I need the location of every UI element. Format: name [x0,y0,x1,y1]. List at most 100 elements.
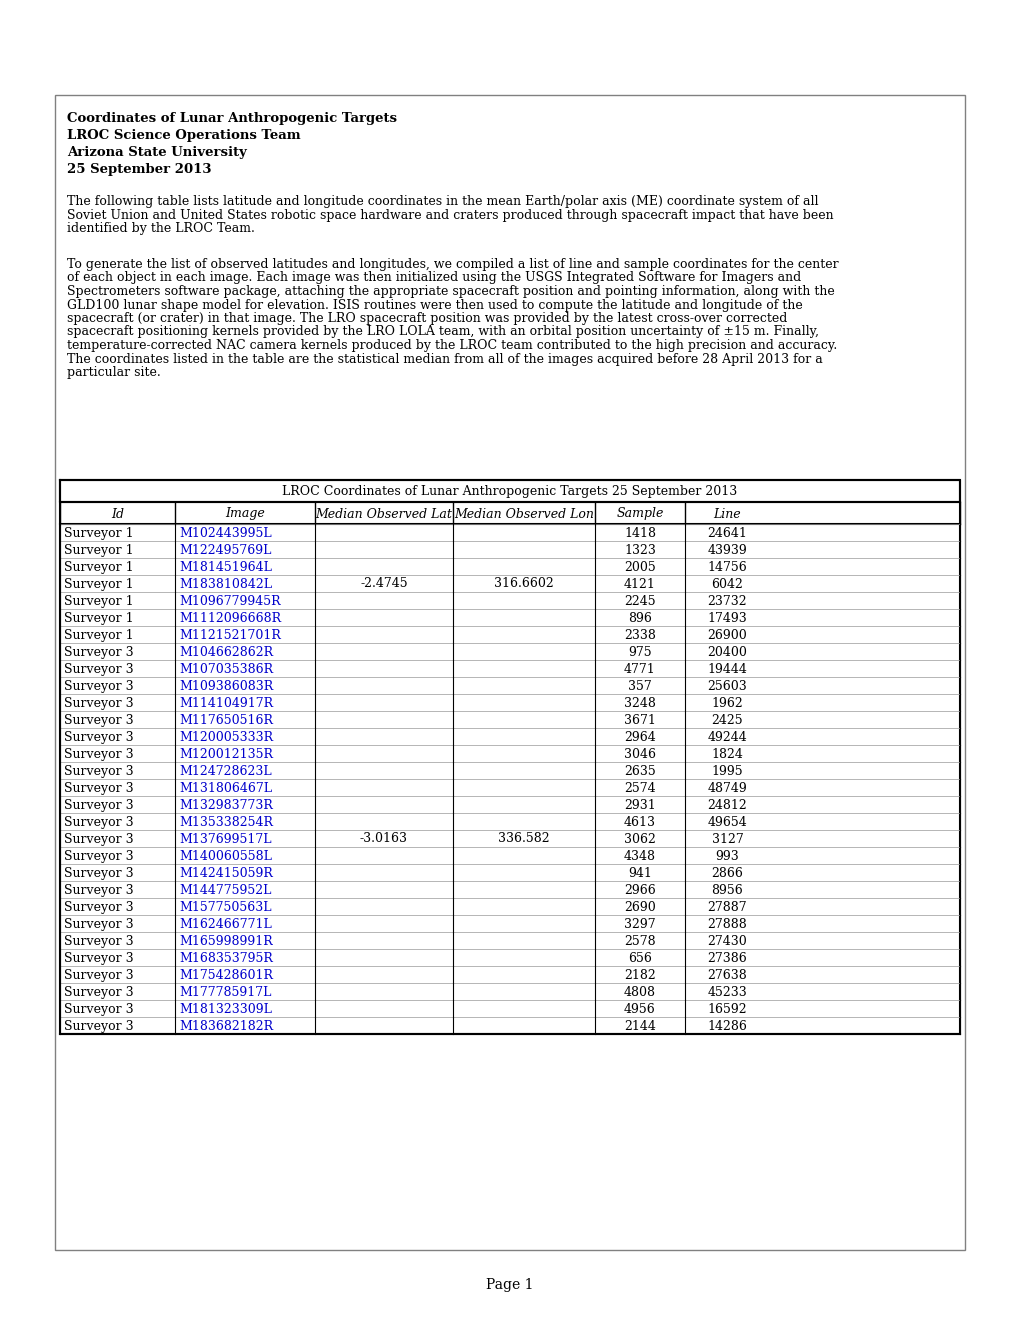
Text: 3127: 3127 [711,833,743,846]
Bar [60,558,959,576]
Text: Surveyor 3: Surveyor 3 [64,850,133,863]
Text: 4771: 4771 [624,663,655,676]
Text: Surveyor 3: Surveyor 3 [64,680,133,693]
Text: 25603: 25603 [707,680,747,693]
Bar [60,524,959,541]
Text: Surveyor 3: Surveyor 3 [64,902,133,913]
Text: Surveyor 1: Surveyor 1 [64,544,133,557]
Text: Surveyor 3: Surveyor 3 [64,833,133,846]
Text: 2245: 2245 [624,595,655,609]
Text: 3297: 3297 [624,917,655,931]
Bar [60,830,959,847]
Text: 4121: 4121 [624,578,655,591]
Text: -3.0163: -3.0163 [360,832,408,845]
Text: Surveyor 3: Surveyor 3 [64,952,133,965]
Text: 1418: 1418 [624,527,655,540]
Text: 26900: 26900 [707,630,747,642]
Text: 4808: 4808 [624,986,655,999]
Text: 27430: 27430 [707,935,747,948]
Text: Spectrometers software package, attaching the appropriate spacecraft position an: Spectrometers software package, attachin… [67,285,834,298]
Text: 24812: 24812 [707,799,747,812]
Text: M120005333R: M120005333R [178,731,273,744]
Text: 357: 357 [628,680,651,693]
Bar [55,95,964,1250]
Text: Arizona State University: Arizona State University [67,147,247,158]
Text: LROC Science Operations Team: LROC Science Operations Team [67,129,301,143]
Text: M181451964L: M181451964L [178,561,272,574]
Text: spacecraft positioning kernels provided by the LRO LOLA team, with an orbital po: spacecraft positioning kernels provided … [67,326,818,338]
Text: Surveyor 1: Surveyor 1 [64,527,133,540]
Text: M109386083R: M109386083R [178,680,273,693]
Text: 2866: 2866 [711,867,743,880]
Text: 25 September 2013: 25 September 2013 [67,162,211,176]
Text: spacecraft (or crater) in that image. The LRO spacecraft position was provided b: spacecraft (or crater) in that image. Th… [67,312,787,325]
Text: Surveyor 3: Surveyor 3 [64,867,133,880]
Bar [60,865,959,880]
Text: M122495769L: M122495769L [178,544,271,557]
Text: 4956: 4956 [624,1003,655,1016]
Text: 4348: 4348 [624,850,655,863]
Text: 49654: 49654 [707,816,747,829]
Text: M183682182R: M183682182R [178,1020,273,1034]
Text: 1323: 1323 [624,544,655,557]
Text: Surveyor 1: Surveyor 1 [64,561,133,574]
Text: 3248: 3248 [624,697,655,710]
Text: Line: Line [713,507,741,520]
Text: To generate the list of observed latitudes and longitudes, we compiled a list of: To generate the list of observed latitud… [67,257,838,271]
Bar [60,915,959,932]
Text: Surveyor 3: Surveyor 3 [64,645,133,659]
Text: 16592: 16592 [707,1003,747,1016]
Text: Surveyor 3: Surveyor 3 [64,714,133,727]
Text: The following table lists latitude and longitude coordinates in the mean Earth/p: The following table lists latitude and l… [67,195,817,209]
Text: M107035386R: M107035386R [178,663,273,676]
Text: Image: Image [225,507,265,520]
Bar [60,932,959,949]
Text: 2931: 2931 [624,799,655,812]
Text: Surveyor 3: Surveyor 3 [64,917,133,931]
Text: M124728623L: M124728623L [178,766,271,777]
Text: 19444: 19444 [707,663,747,676]
Text: M135338254R: M135338254R [178,816,273,829]
Text: 2690: 2690 [624,902,655,913]
Bar [315,524,452,643]
Text: Surveyor 3: Surveyor 3 [64,731,133,744]
Text: 49244: 49244 [707,731,747,744]
Bar [60,762,959,779]
Bar [60,744,959,762]
Bar [60,502,959,524]
Text: Median Observed Lon: Median Observed Lon [453,507,593,520]
Text: Surveyor 3: Surveyor 3 [64,1003,133,1016]
Text: 2338: 2338 [624,630,655,642]
Text: Surveyor 1: Surveyor 1 [64,595,133,609]
Text: of each object in each image. Each image was then initialized using the USGS Int: of each object in each image. Each image… [67,272,801,285]
Text: M183810842L: M183810842L [178,578,272,591]
Text: 3046: 3046 [624,748,655,762]
Bar [60,880,959,898]
Text: M175428601R: M175428601R [178,969,273,982]
Text: M142415059R: M142415059R [178,867,273,880]
Text: 4613: 4613 [624,816,655,829]
Text: Surveyor 1: Surveyor 1 [64,630,133,642]
Bar [60,1001,959,1016]
Text: 45233: 45233 [707,986,747,999]
Text: M1096779945R: M1096779945R [178,595,280,609]
Text: 14286: 14286 [707,1020,747,1034]
Text: M114104917R: M114104917R [178,697,273,710]
Text: Soviet Union and United States robotic space hardware and craters produced throu: Soviet Union and United States robotic s… [67,209,833,222]
Text: 896: 896 [628,612,651,624]
Text: Median Observed Lat: Median Observed Lat [315,507,452,520]
Text: M102443995L: M102443995L [178,527,271,540]
Bar [60,480,959,502]
Text: M157750563L: M157750563L [178,902,271,913]
Text: 20400: 20400 [707,645,747,659]
Text: 1962: 1962 [711,697,743,710]
Bar [60,480,959,1034]
Text: Surveyor 1: Surveyor 1 [64,612,133,624]
Text: 8956: 8956 [711,884,743,898]
Bar [60,541,959,558]
Text: Surveyor 3: Surveyor 3 [64,766,133,777]
Text: 993: 993 [715,850,739,863]
Text: 2964: 2964 [624,731,655,744]
Text: identified by the LROC Team.: identified by the LROC Team. [67,222,255,235]
Text: Surveyor 3: Surveyor 3 [64,986,133,999]
